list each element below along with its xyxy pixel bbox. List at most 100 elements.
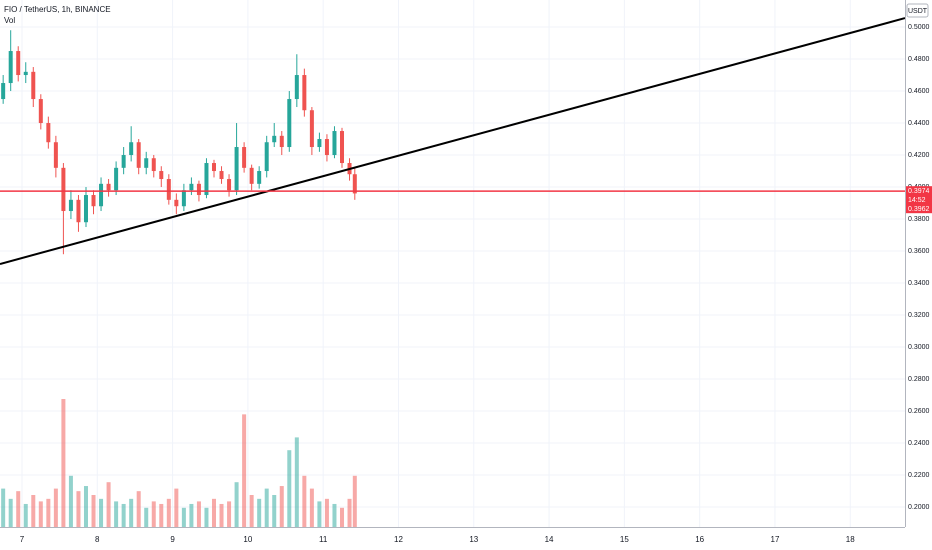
volume-bar <box>324 498 329 527</box>
volume-bar <box>340 507 345 527</box>
volume-bar <box>68 475 73 527</box>
y-tick-label: 0.2400 <box>908 440 930 447</box>
currency-box[interactable] <box>906 3 929 18</box>
x-tick-label: 8 <box>95 535 100 544</box>
volume-bar <box>91 495 96 527</box>
volume-bar <box>196 501 201 527</box>
volume-bar <box>99 498 104 527</box>
volume-bar <box>332 503 337 527</box>
currency-label[interactable]: USDT <box>908 8 928 15</box>
candle-body <box>279 135 284 148</box>
candle-body <box>211 163 216 172</box>
volume-layer <box>1 399 357 527</box>
candle-body <box>31 71 36 100</box>
candle-body <box>91 195 96 207</box>
volume-bar <box>302 475 307 527</box>
y-tick-label: 0.3000 <box>908 344 930 351</box>
candle-body <box>16 51 21 76</box>
candle-body <box>83 195 88 223</box>
candle-body <box>121 155 126 168</box>
y-tick-label: 0.2000 <box>908 504 930 511</box>
candle-body <box>61 167 66 212</box>
volume-label: Vol <box>4 16 15 25</box>
volume-bar <box>16 491 21 527</box>
candle-body <box>264 142 269 172</box>
candle-body <box>189 183 194 191</box>
candle-body <box>68 199 73 212</box>
candle-layer <box>1 30 357 255</box>
volume-bar <box>211 498 216 527</box>
x-tick-label: 7 <box>20 535 25 544</box>
y-tick-label: 0.4200 <box>908 152 930 159</box>
candle-body <box>249 167 254 184</box>
chart-title: FIO / TetherUS, 1h, BINANCE <box>4 5 111 14</box>
volume-bar <box>317 501 322 527</box>
candle-body <box>1 83 6 100</box>
volume-bar <box>1 488 6 527</box>
candle-body <box>106 183 111 191</box>
candle-body <box>227 179 232 191</box>
volume-bar <box>174 488 179 527</box>
candle-body <box>99 183 104 207</box>
volume-bar <box>227 501 232 527</box>
volume-bar <box>136 491 141 527</box>
candle-body <box>204 163 209 196</box>
candle-body <box>309 110 314 148</box>
candle-body <box>144 158 149 168</box>
volume-bar <box>114 501 119 527</box>
volume-bar <box>294 437 299 527</box>
candle-body <box>272 135 277 143</box>
x-tick-label: 16 <box>695 535 704 544</box>
candle-body <box>136 142 141 168</box>
candle-body <box>8 51 13 84</box>
volume-bar <box>264 488 269 527</box>
y-tick-label: 0.3200 <box>908 312 930 319</box>
candle-body <box>166 179 171 200</box>
candle-body <box>129 142 134 156</box>
candle-body <box>114 167 119 191</box>
candle-body <box>234 147 239 191</box>
volume-bar <box>144 507 149 527</box>
candle-body <box>317 139 322 148</box>
candle-body <box>46 123 51 143</box>
grid-layer <box>0 0 905 527</box>
volume-bar <box>279 486 284 527</box>
volume-bar <box>76 491 81 527</box>
price-label-box <box>906 186 932 214</box>
x-tick-label: 17 <box>771 535 780 544</box>
candle-body <box>340 131 345 164</box>
volume-bar <box>8 498 13 527</box>
candle-body <box>76 199 81 223</box>
volume-bar <box>38 501 43 527</box>
x-tick-label: 11 <box>319 535 328 544</box>
volume-bar <box>272 495 277 527</box>
volume-bar <box>347 498 352 527</box>
volume-bar <box>234 482 239 527</box>
volume-bar <box>31 495 36 527</box>
volume-bar <box>249 495 254 527</box>
candle-body <box>174 199 179 207</box>
volume-bar <box>287 450 292 527</box>
volume-bar <box>257 498 262 527</box>
volume-bar <box>242 414 247 527</box>
candle-body <box>53 142 58 168</box>
y-tick-label: 0.5000 <box>908 24 930 31</box>
candle-body <box>242 147 247 168</box>
candle-body <box>159 171 164 180</box>
y-tick-label: 0.4600 <box>908 88 930 95</box>
volume-bar <box>204 507 209 527</box>
candle-body <box>352 174 357 194</box>
volume-bar <box>309 488 314 527</box>
y-tick-label: 0.3400 <box>908 280 930 287</box>
y-tick-label: 0.4800 <box>908 56 930 63</box>
x-tick-label: 14 <box>545 535 554 544</box>
x-tick-label: 9 <box>170 535 175 544</box>
volume-bar <box>61 399 66 527</box>
y-tick-label: 0.4400 <box>908 120 930 127</box>
candle-body <box>38 99 43 124</box>
candle-body <box>196 183 201 196</box>
price-label-2: 0.3962 <box>908 206 930 213</box>
